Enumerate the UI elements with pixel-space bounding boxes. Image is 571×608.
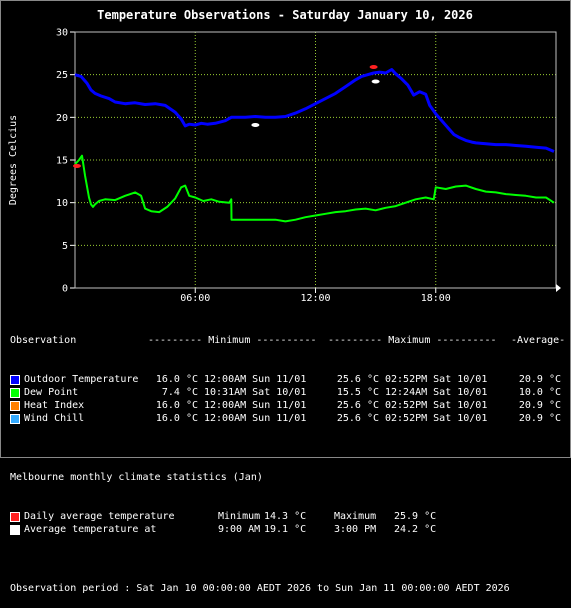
legend-swatch	[10, 413, 20, 424]
legend-min-time: 10:31AM Sat 10/01	[204, 387, 307, 398]
legend-row: Wind Chill 16.0 °C 12:00AM Sun 11/01 25.6 °…	[10, 412, 565, 425]
climate-col2: 14.3 °C	[264, 511, 307, 522]
marker-daily-average-temperature	[369, 64, 378, 69]
x-tick-label: 12:00	[300, 293, 330, 304]
legend-min-value: 7.4 °C	[161, 387, 198, 398]
climate-col1: Minimum	[218, 511, 261, 522]
climate-row: Average temperature at 9:00 AM 19.1 °C 3:00…	[10, 523, 565, 536]
climate-col3: Maximum	[334, 511, 377, 522]
legend-min-value: 16.0 °C	[155, 400, 198, 411]
y-axis-label: Degrees Celcius	[8, 115, 19, 205]
legend-header-maximum: --------- Maximum ----------	[328, 335, 497, 346]
legend-label: Wind Chill	[24, 413, 85, 424]
climate-swatch	[10, 524, 20, 535]
observation-period: Observation period : Sat Jan 10 00:00:00…	[10, 582, 565, 595]
y-tick-label: 20	[56, 113, 68, 124]
legend-table: Observation --------- Minimum ----------…	[10, 308, 565, 608]
legend-max-value: 25.6 °C	[336, 413, 379, 424]
legend-average: 20.9 °C	[518, 400, 561, 411]
legend-label: Outdoor Temperature	[24, 374, 139, 385]
legend-label: Heat Index	[24, 400, 85, 411]
legend-swatch	[10, 374, 20, 385]
legend-max-value: 25.6 °C	[336, 400, 379, 411]
legend-row: Heat Index 16.0 °C 12:00AM Sun 11/01 25.6 °…	[10, 399, 565, 412]
legend-label: Dew Point	[24, 387, 79, 398]
climate-row: Daily average temperature Minimum 14.3 °C M…	[10, 510, 565, 523]
plot-border	[74, 31, 557, 289]
x-axis-arrow	[556, 284, 561, 292]
series-outdoor-temperature	[74, 68, 555, 153]
legend-header-observation: Observation	[10, 335, 77, 346]
legend-min-time: 12:00AM Sun 11/01	[204, 413, 307, 424]
marker-average-temperature	[251, 123, 260, 128]
legend-header-minimum: --------- Minimum ----------	[148, 335, 317, 346]
marker-average-temperature	[371, 79, 380, 84]
y-tick-label: 0	[62, 284, 68, 295]
climate-label: Average temperature at	[24, 524, 157, 535]
legend-swatch	[10, 400, 20, 411]
observation-period-text: Observation period : Sat Jan 10 00:00:00…	[10, 583, 510, 594]
y-tick-label: 15	[56, 156, 68, 167]
chart-title: Temperature Observations - Saturday Janu…	[97, 8, 473, 22]
legend-average: 20.9 °C	[518, 374, 561, 385]
x-tick-label: 18:00	[421, 293, 451, 304]
legend-min-value: 16.0 °C	[155, 413, 198, 424]
climate-col3: 3:00 PM	[334, 524, 377, 535]
legend-header-average: -Average-	[511, 335, 566, 346]
legend-max-time: 12:24AM Sat 10/01	[385, 387, 488, 398]
legend-max-time: 02:52PM Sat 10/01	[385, 400, 488, 411]
legend-max-time: 02:52PM Sat 10/01	[385, 413, 488, 424]
climate-col2: 19.1 °C	[264, 524, 307, 535]
y-tick-label: 25	[56, 70, 68, 81]
legend-average: 10.0 °C	[518, 387, 561, 398]
legend-average: 20.9 °C	[518, 413, 561, 424]
legend-max-time: 02:52PM Sat 10/01	[385, 374, 488, 385]
legend-min-value: 16.0 °C	[155, 374, 198, 385]
climate-col1: 9:00 AM	[218, 524, 261, 535]
climate-label: Daily average temperature	[24, 511, 175, 522]
climate-swatch	[10, 511, 20, 522]
legend-row: Outdoor Temperature 16.0 °C 12:00AM Sun 11…	[10, 373, 565, 386]
x-tick-label: 06:00	[180, 293, 210, 304]
legend-min-time: 12:00AM Sun 11/01	[204, 400, 307, 411]
marker-daily-average-temperature	[73, 163, 82, 168]
climate-header-label: Melbourne monthly climate statistics (Ja…	[10, 472, 263, 483]
temperature-chart: Temperature Observations - Saturday Janu…	[8, 8, 561, 304]
legend-max-value: 15.5 °C	[336, 387, 379, 398]
legend-row: Dew Point 7.4 °C 10:31AM Sat 10/01 15.5 °C 1…	[10, 386, 565, 399]
legend-header: Observation --------- Minimum ----------…	[10, 334, 565, 347]
climate-col4: 25.9 °C	[394, 511, 437, 522]
climate-col4: 24.2 °C	[394, 524, 437, 535]
legend-min-time: 12:00AM Sun 11/01	[204, 374, 307, 385]
y-tick-label: 5	[62, 241, 68, 252]
climate-header: Melbourne monthly climate statistics (Ja…	[10, 471, 565, 484]
y-tick-label: 10	[56, 198, 68, 209]
legend-swatch	[10, 387, 20, 398]
legend-max-value: 25.6 °C	[336, 374, 379, 385]
plot-area: 0 5 10 15 20 25 30 06:00 12:00 18:00	[56, 28, 561, 304]
series-dew-point	[74, 154, 555, 223]
y-tick-label: 30	[56, 28, 68, 39]
